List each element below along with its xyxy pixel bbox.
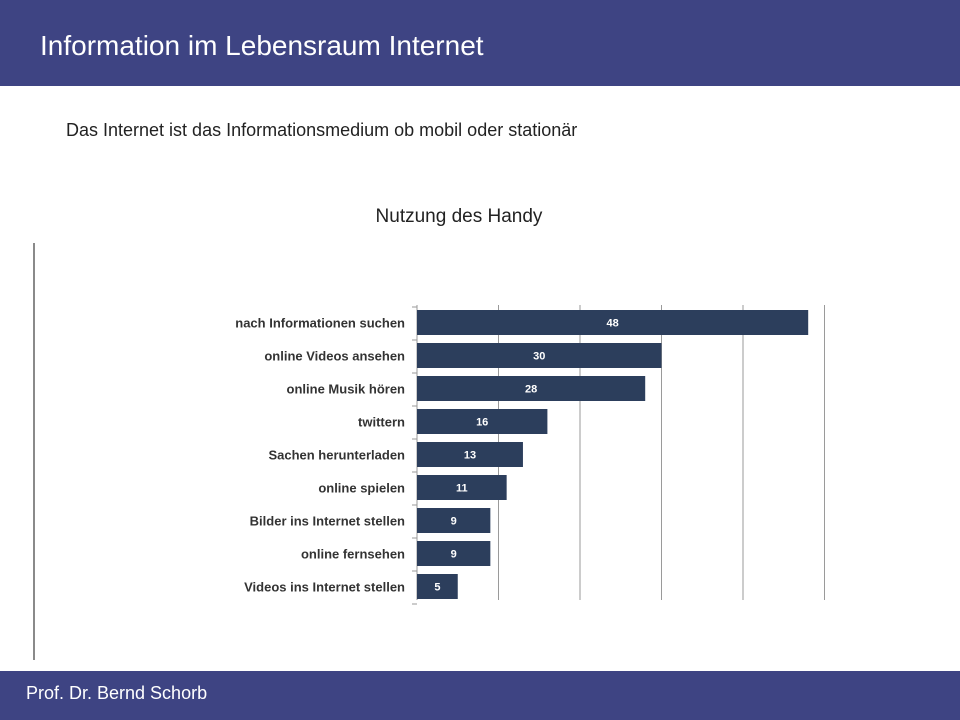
- category-label: online Musik hören: [287, 382, 406, 397]
- category-label: online Videos ansehen: [264, 349, 405, 364]
- bar-value-label: 48: [606, 318, 618, 330]
- bar-value-label: 13: [464, 450, 476, 462]
- category-label: Sachen herunterladen: [268, 448, 405, 463]
- category-label: Videos ins Internet stellen: [244, 580, 405, 595]
- footer-bar: Prof. Dr. Bernd Schorb: [0, 671, 960, 720]
- category-label: online fernsehen: [301, 547, 405, 562]
- page-title: Information im Lebensraum Internet: [40, 30, 484, 61]
- chart-title: Nutzung des Handy: [375, 206, 543, 227]
- bar-value-label: 16: [476, 417, 488, 429]
- bar: [417, 541, 491, 566]
- bar: [417, 409, 548, 434]
- bar-value-label: 5: [434, 582, 440, 594]
- bar-value-label: 9: [451, 549, 457, 561]
- category-label: Bilder ins Internet stellen: [250, 514, 405, 529]
- bar: [417, 508, 491, 533]
- slide-subtitle: Das Internet ist das Informationsmedium …: [66, 120, 578, 140]
- bar: [417, 475, 507, 500]
- bar: [417, 376, 646, 401]
- footer-author: Prof. Dr. Bernd Schorb: [26, 683, 208, 703]
- category-label: nach Informationen suchen: [235, 316, 405, 331]
- bar: [417, 310, 809, 335]
- bar-value-label: 9: [451, 516, 457, 528]
- bar: [417, 442, 523, 467]
- header-bar: Information im Lebensraum Internet: [0, 0, 960, 86]
- category-label: twittern: [358, 415, 405, 430]
- category-label: online spielen: [318, 481, 405, 496]
- bar: [417, 574, 458, 599]
- bar-value-label: 28: [525, 384, 537, 396]
- bar-value-label: 11: [456, 483, 468, 495]
- bar: [417, 343, 662, 368]
- bar-value-label: 30: [533, 351, 545, 363]
- left-rule-divider: [33, 243, 35, 660]
